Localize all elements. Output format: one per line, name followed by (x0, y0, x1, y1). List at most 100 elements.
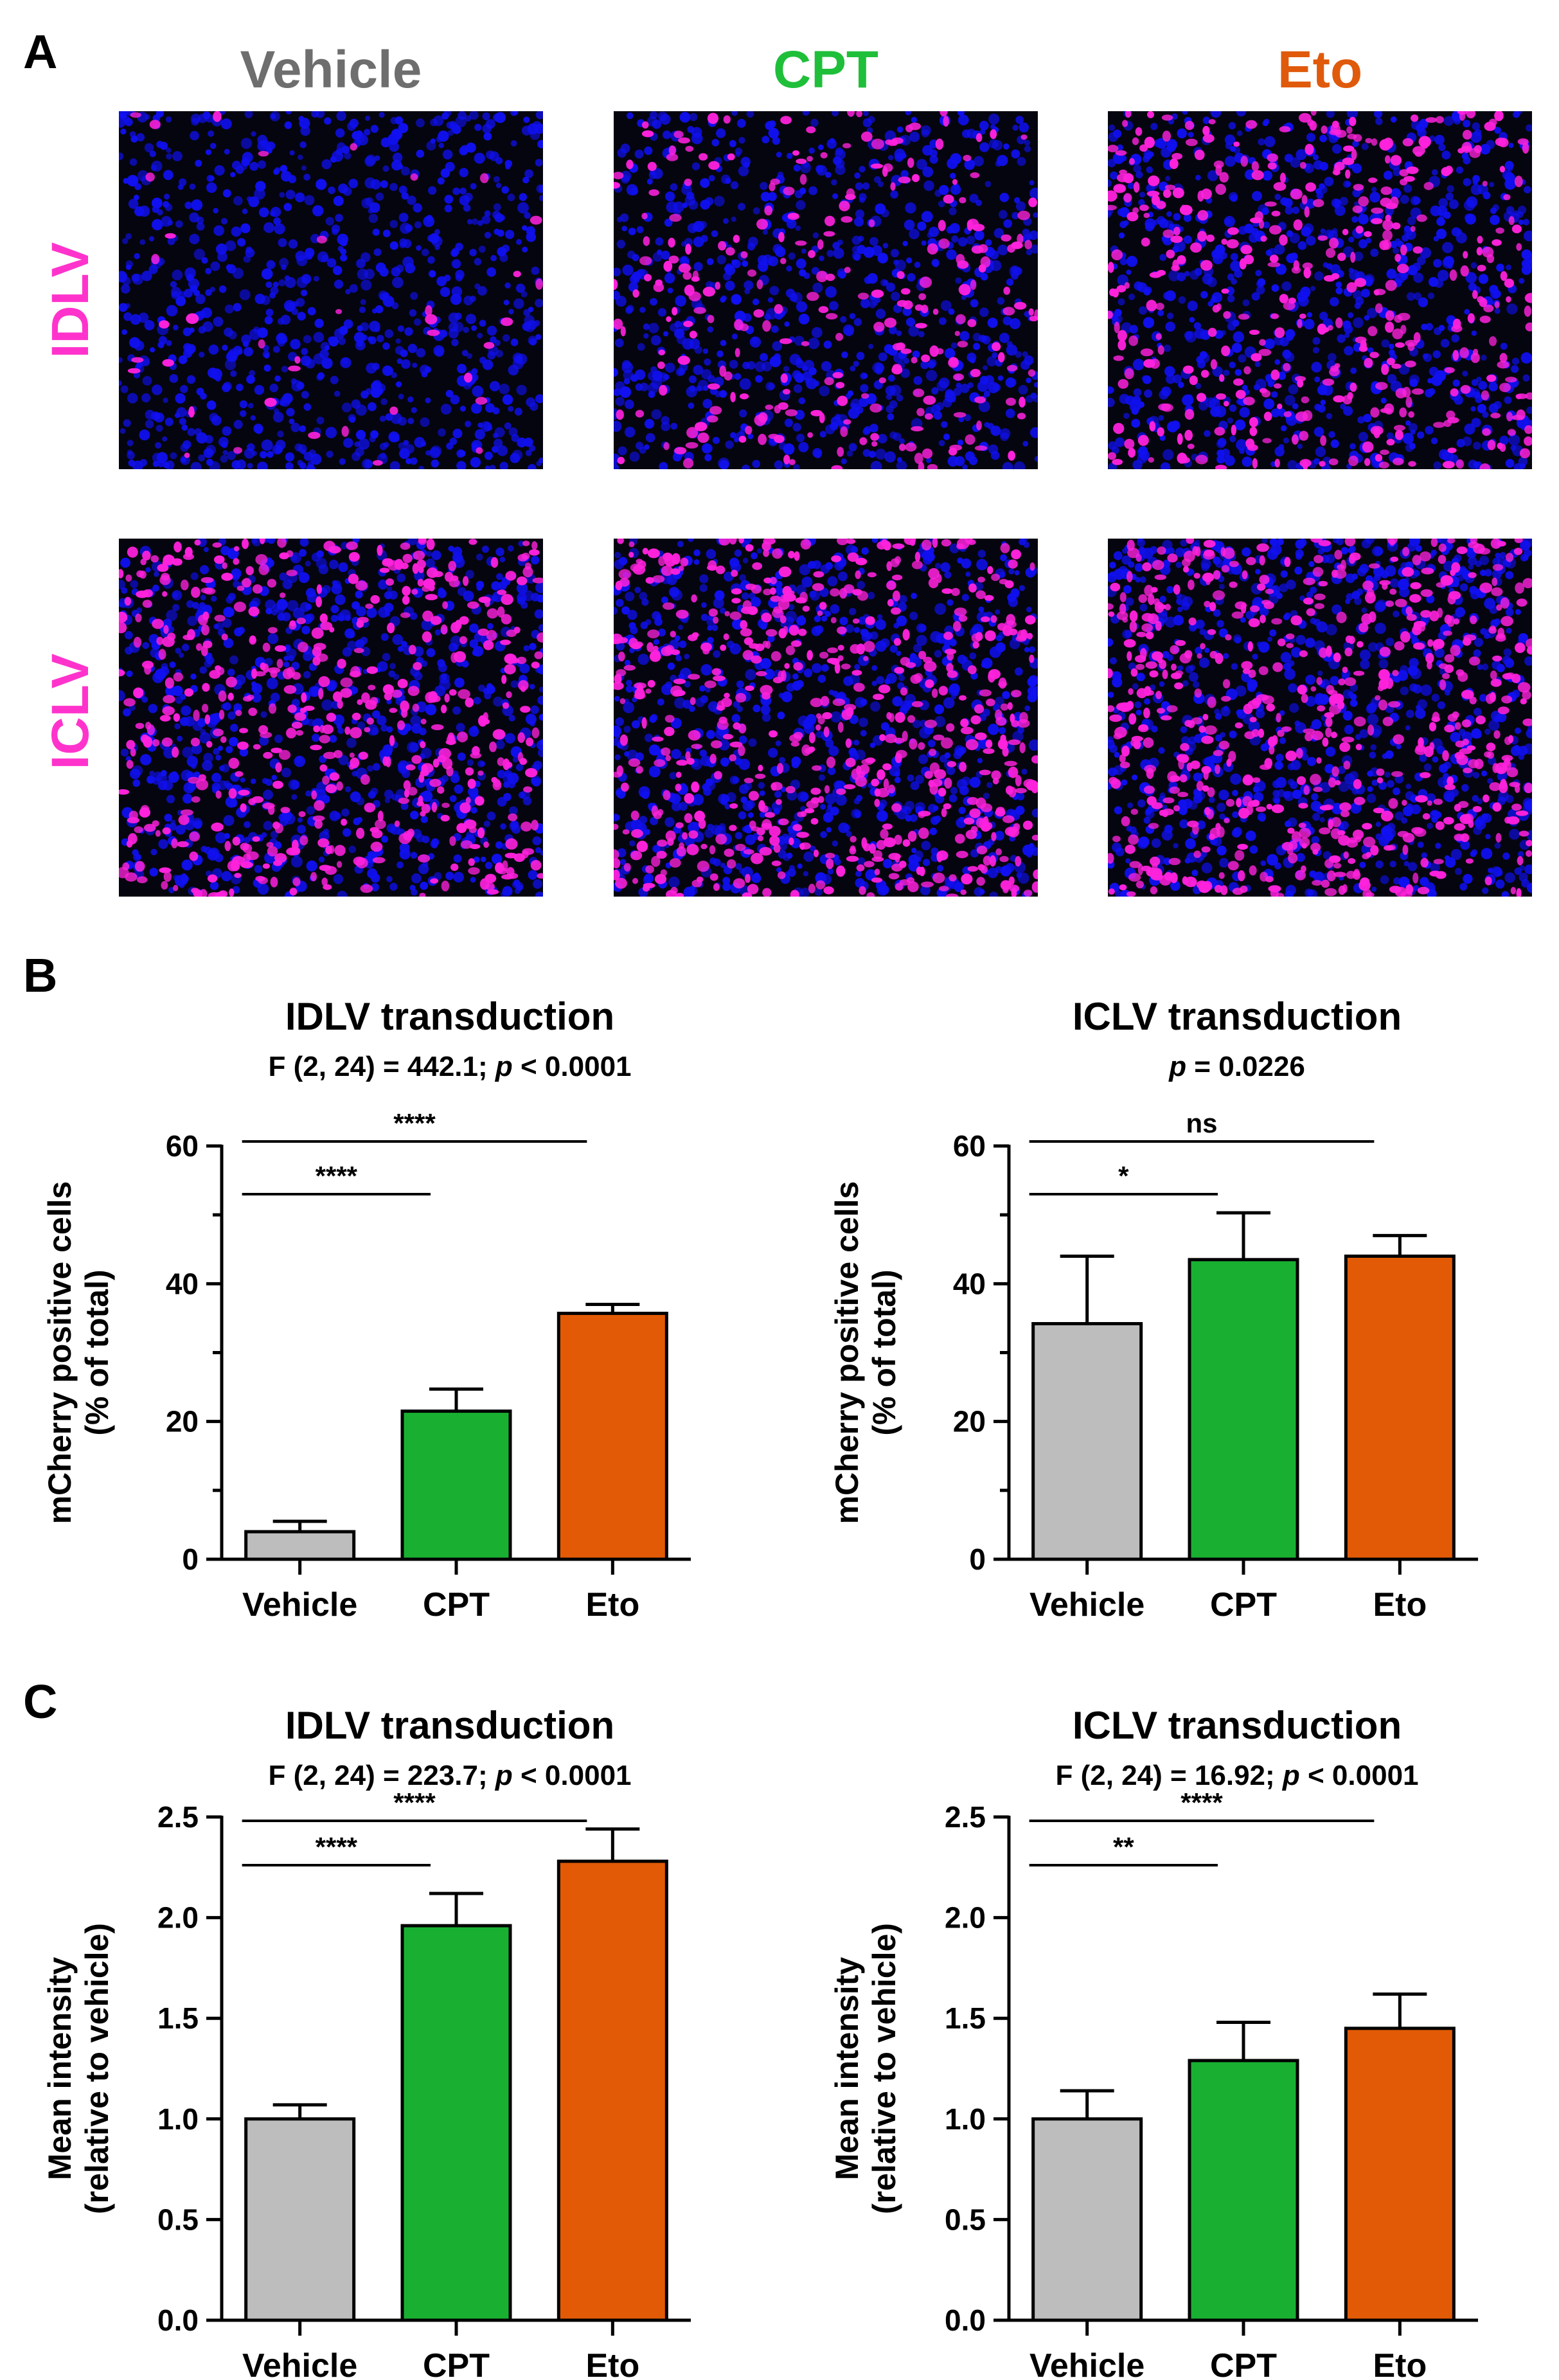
mcherry-layer (614, 539, 1038, 897)
micrograph-idlv-vehicle (119, 111, 543, 469)
y-tick-label: 1.5 (157, 2001, 199, 2035)
chart-b-idlv-svg: IDLV transduction F (2, 24) = 442.1; p < … (42, 995, 691, 1624)
x-category-label: Eto (1373, 1586, 1427, 1624)
y-tick-label: 2.0 (157, 1901, 199, 1935)
bar-vehicle (244, 2117, 356, 2322)
x-category-label: CPT (423, 2347, 490, 2380)
y-axis-label-line-1: Mean intensity (829, 1957, 865, 2180)
y-axis-label-line-2: (relative to vehicle) (79, 1923, 115, 2214)
column-header-cpt: CPT (773, 40, 878, 99)
y-axis-label-line-2: (% of total) (866, 1269, 902, 1435)
y-axis-label-line-1: mCherry positive cells (829, 1181, 865, 1525)
chart-c-idlv-svg: IDLV transduction F (2, 24) = 223.7; p < … (42, 1704, 691, 2380)
y-tick-label: 2.5 (157, 1800, 199, 1834)
mcherry-layer (1108, 539, 1532, 897)
mcherry-layer (119, 539, 543, 897)
micrograph-iclv-cpt (614, 539, 1038, 897)
x-category-label: Eto (1373, 2347, 1427, 2380)
x-category-label: CPT (423, 1586, 490, 1624)
subtitle-stat: F (2, 24) = 223.7; (268, 1760, 495, 1791)
mcherry-layer (127, 111, 543, 466)
y-tick-label: 0 (182, 1543, 199, 1576)
micrograph-idlv-vehicle-canvas (119, 111, 543, 469)
bar-cpt (400, 1409, 512, 1561)
micrograph-iclv-eto-canvas (1108, 539, 1532, 897)
y-tick-label: 0.5 (945, 2203, 986, 2236)
significance-label: **** (316, 1832, 358, 1862)
bar-cpt (1188, 1258, 1299, 1561)
y-axis-label-line-1: mCherry positive cells (42, 1181, 78, 1525)
y-tick-label: 40 (953, 1267, 986, 1300)
significance-label: **** (393, 1108, 436, 1138)
bar-cpt (1188, 2059, 1299, 2322)
chart-b-iclv: ICLV transduction p = 0.0226 mCherry posit… (787, 977, 1558, 1639)
column-header-eto: Eto (1277, 40, 1363, 99)
subtitle-p-symbol: p (495, 1760, 513, 1791)
y-tick-label: 20 (166, 1405, 199, 1438)
panel-c-letter: C (23, 1675, 58, 1728)
panel-a-letter: A (23, 25, 58, 78)
bar-eto (1344, 1254, 1456, 1561)
chart-c-iclv-svg: ICLV transduction F (2, 24) = 16.92; p < … (829, 1704, 1478, 2380)
chart-title: ICLV transduction (1073, 1704, 1402, 1747)
y-tick-label: 0.0 (945, 2304, 986, 2337)
y-tick-label: 1.5 (945, 2001, 986, 2035)
bar-eto (1344, 2027, 1456, 2322)
y-tick-label: 60 (166, 1129, 199, 1163)
chart-subtitle: F (2, 24) = 16.92; p < 0.0001 (1055, 1760, 1418, 1791)
chart-title: IDLV transduction (285, 1704, 614, 1747)
chart-title: ICLV transduction (1073, 995, 1402, 1038)
y-tick-label: 0 (969, 1543, 986, 1576)
x-category-label: Vehicle (1029, 1586, 1145, 1624)
subtitle-stat: F (2, 24) = 16.92; (1055, 1760, 1282, 1791)
x-category-label: Vehicle (1029, 2347, 1145, 2380)
subtitle-p-value: = 0.0226 (1186, 1051, 1305, 1082)
y-tick-label: 1.0 (945, 2102, 986, 2136)
y-tick-label: 0.0 (157, 2304, 199, 2337)
chart-subtitle: p = 0.0226 (1168, 1051, 1305, 1082)
chart-b-iclv-svg: ICLV transduction p = 0.0226 mCherry posit… (829, 995, 1478, 1624)
significance-label: **** (393, 1787, 436, 1818)
micrograph-idlv-cpt (614, 111, 1038, 469)
y-tick-label: 1.0 (157, 2102, 199, 2136)
chart-b-idlv: IDLV transduction F (2, 24) = 442.1; p < … (0, 977, 771, 1639)
subtitle-p-symbol: p (1168, 1051, 1186, 1082)
subtitle-p-symbol: p (1282, 1760, 1300, 1791)
panel-b-letter: B (23, 949, 58, 1002)
x-category-label: Eto (585, 1586, 639, 1624)
subtitle-p-value: < 0.0001 (1300, 1760, 1419, 1791)
y-tick-label: 0.5 (157, 2203, 199, 2236)
x-category-label: CPT (1210, 1586, 1277, 1624)
x-category-label: CPT (1210, 2347, 1277, 2380)
bar-eto (557, 1311, 668, 1561)
y-tick-label: 60 (953, 1129, 986, 1163)
row-header-idlv: IDLV (41, 242, 100, 359)
x-category-label: Vehicle (242, 2347, 357, 2380)
subtitle-p-symbol: p (495, 1051, 513, 1082)
bar-vehicle (1031, 1321, 1143, 1561)
micrograph-idlv-cpt-canvas (614, 111, 1038, 469)
bar-cpt (400, 1924, 512, 2322)
chart-title: IDLV transduction (285, 995, 614, 1038)
chart-c-iclv: ICLV transduction F (2, 24) = 16.92; p < … (787, 1700, 1558, 2380)
micrograph-idlv-eto-canvas (1108, 111, 1532, 469)
significance-label: * (1118, 1161, 1129, 1191)
mcherry-layer (614, 111, 1038, 469)
x-category-label: Eto (585, 2347, 639, 2380)
subtitle-p-value: < 0.0001 (513, 1760, 632, 1791)
significance-label: ns (1186, 1108, 1217, 1138)
micrograph-idlv-eto (1108, 111, 1532, 469)
bar-vehicle (1031, 2117, 1143, 2322)
subtitle-stat: F (2, 24) = 442.1; (268, 1051, 495, 1082)
chart-subtitle: F (2, 24) = 223.7; p < 0.0001 (268, 1760, 631, 1791)
y-tick-label: 2.0 (945, 1901, 986, 1935)
bar-vehicle (244, 1530, 356, 1561)
micrograph-iclv-vehicle-canvas (119, 539, 543, 897)
micrograph-iclv-eto (1108, 539, 1532, 897)
row-header-iclv: ICLV (41, 653, 100, 770)
micrograph-iclv-cpt-canvas (614, 539, 1038, 897)
y-axis-label-line-1: Mean intensity (42, 1957, 78, 2180)
chart-c-idlv: IDLV transduction F (2, 24) = 223.7; p < … (0, 1700, 771, 2380)
significance-label: ** (1113, 1832, 1134, 1862)
micrograph-iclv-vehicle (119, 539, 543, 897)
